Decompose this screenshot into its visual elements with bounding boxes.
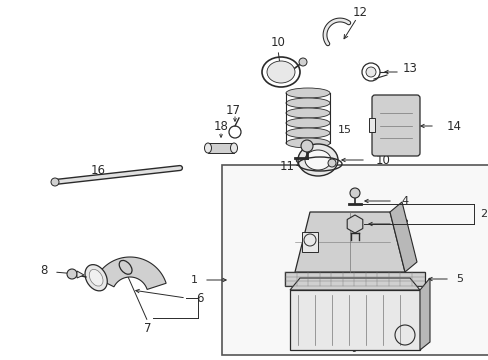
Polygon shape [294,212,404,272]
Circle shape [301,140,312,152]
Circle shape [298,58,306,66]
Ellipse shape [85,265,107,291]
Bar [289,290,419,350]
Circle shape [327,159,335,167]
Ellipse shape [285,98,329,108]
Text: 1: 1 [190,275,197,285]
Text: 3: 3 [401,219,407,229]
Text: 13: 13 [402,62,417,75]
Ellipse shape [285,128,329,138]
Text: 10: 10 [270,36,285,49]
Text: 12: 12 [352,5,367,18]
Ellipse shape [285,118,329,128]
Bar [368,118,374,132]
Text: 14: 14 [446,120,461,132]
Circle shape [67,269,77,279]
Bar [222,165,488,355]
Text: 18: 18 [213,121,228,134]
Text: 17: 17 [225,104,240,117]
Text: 10: 10 [375,153,390,166]
Circle shape [51,178,59,186]
Polygon shape [289,278,419,290]
Text: 11: 11 [279,159,294,172]
Text: 8: 8 [40,265,48,278]
Text: 4: 4 [401,196,408,206]
Polygon shape [389,202,416,272]
FancyBboxPatch shape [371,95,419,156]
Ellipse shape [266,61,294,83]
Ellipse shape [297,144,337,176]
Bar [302,232,317,252]
Text: 16: 16 [90,163,105,176]
Text: 6: 6 [196,292,203,305]
Circle shape [349,188,359,198]
Ellipse shape [305,150,330,170]
Text: 5: 5 [456,274,463,284]
Polygon shape [419,278,429,350]
Ellipse shape [285,108,329,118]
Ellipse shape [285,138,329,148]
Ellipse shape [285,88,329,98]
Ellipse shape [230,143,237,153]
Text: 9: 9 [294,156,301,168]
Bar [285,272,424,286]
Polygon shape [77,271,84,278]
Text: $\theta$: $\theta$ [350,342,358,354]
Text: 7: 7 [144,321,151,334]
Circle shape [365,67,375,77]
Ellipse shape [89,269,103,286]
Text: 15: 15 [337,125,351,135]
Ellipse shape [204,143,211,153]
Text: 2: 2 [479,209,487,219]
Polygon shape [96,257,166,289]
Bar [207,143,234,153]
